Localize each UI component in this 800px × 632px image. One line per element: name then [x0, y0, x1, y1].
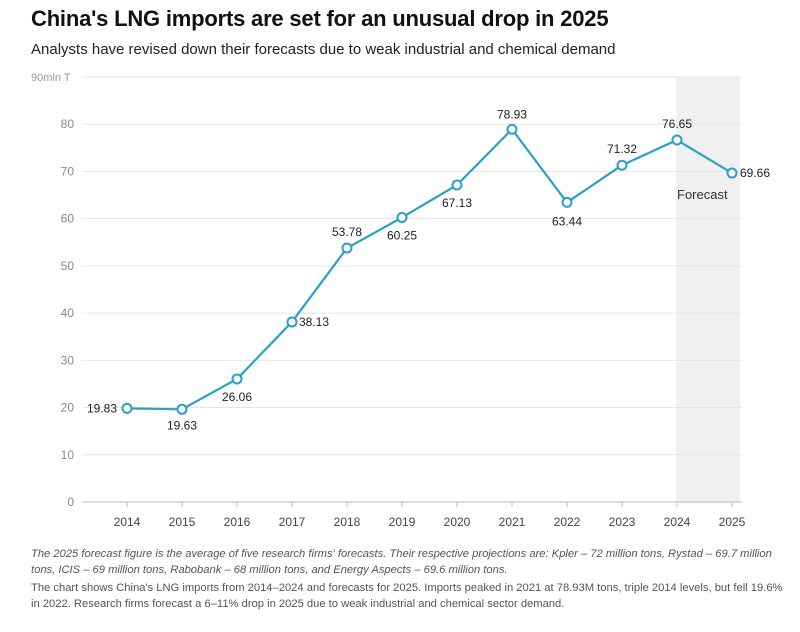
x-tick-label: 2016 [224, 515, 251, 529]
y-tick-label: 20 [61, 401, 75, 415]
data-label: 38.13 [299, 315, 329, 329]
y-tick-label: 80 [61, 117, 75, 131]
data-label: 53.78 [332, 225, 362, 239]
chart-summary: The chart shows China's LNG imports from… [31, 582, 783, 610]
data-point [396, 211, 408, 223]
chart-subtitle: Analysts have revised down their forecas… [31, 41, 616, 58]
x-tick-label: 2025 [719, 515, 746, 529]
data-label: 26.06 [222, 390, 252, 404]
y-tick-label: 30 [61, 353, 75, 367]
y-tick-label: 40 [61, 306, 75, 320]
data-point [616, 159, 628, 171]
y-tick-label: 10 [61, 448, 75, 462]
data-label: 67.13 [442, 196, 472, 210]
x-tick-label: 2020 [444, 515, 471, 529]
data-point [121, 402, 133, 414]
x-tick-label: 2022 [554, 515, 581, 529]
x-tick-label: 2017 [279, 515, 306, 529]
data-label: 69.66 [740, 166, 770, 180]
data-point [506, 123, 518, 135]
data-point [671, 134, 683, 146]
forecast-footnote: The 2025 forecast figure is the average … [31, 548, 772, 576]
y-tick-label: 70 [61, 164, 75, 178]
data-label: 63.44 [552, 214, 582, 228]
chart-notes: The 2025 forecast figure is the average … [31, 547, 791, 612]
y-tick-label: 0 [67, 495, 74, 509]
data-label: 71.32 [607, 142, 637, 156]
data-point [451, 179, 463, 191]
data-label: 60.25 [387, 228, 417, 242]
x-tick-label: 2014 [114, 515, 141, 529]
x-tick-label: 2015 [169, 515, 196, 529]
y-tick-label: 50 [61, 259, 75, 273]
data-point [726, 167, 738, 179]
line-chart: Forecast 0 10 20 30 40 50 60 70 80 90mln T 2014 201… [31, 72, 770, 529]
x-tick-label: 2019 [389, 515, 416, 529]
y-tick-label: 60 [61, 212, 75, 226]
data-point [231, 373, 243, 385]
data-label: 76.65 [662, 117, 692, 131]
data-point [341, 242, 353, 254]
x-tick-label: 2023 [609, 515, 636, 529]
data-point [561, 196, 573, 208]
x-tick-label: 2024 [664, 515, 691, 529]
data-label: 78.93 [497, 107, 527, 121]
data-point [176, 403, 188, 415]
data-point [286, 316, 298, 328]
y-tick-label: 90mln T [31, 72, 71, 84]
forecast-label: Forecast [677, 187, 728, 202]
x-tick-label: 2018 [334, 515, 361, 529]
forecast-region [676, 77, 740, 502]
data-label: 19.83 [87, 401, 117, 415]
chart-title: China's LNG imports are set for an unusu… [31, 6, 609, 31]
data-label: 19.63 [167, 418, 197, 432]
x-tick-label: 2021 [499, 515, 526, 529]
series-line [126, 128, 733, 411]
